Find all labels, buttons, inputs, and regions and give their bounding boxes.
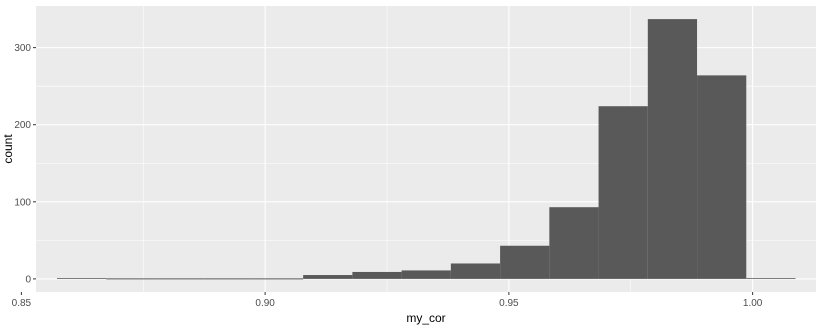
histogram-bars <box>56 19 796 280</box>
histogram-bar <box>401 270 451 279</box>
x-axis: 0.85 0.90 0.95 1.00 <box>12 292 763 309</box>
histogram-bar <box>697 75 747 279</box>
histogram-bar <box>303 275 353 279</box>
x-tick-label: 0.85 <box>12 298 32 309</box>
y-axis: 0 100 200 300 <box>14 43 36 285</box>
histogram-bar <box>56 278 107 279</box>
histogram-bar <box>647 19 698 279</box>
histogram-bar <box>549 207 599 279</box>
x-tick-label: 0.95 <box>499 298 519 309</box>
histogram-bar <box>598 106 648 279</box>
histogram-bar <box>500 245 550 279</box>
histogram-bar <box>352 271 402 279</box>
y-tick-label: 0 <box>25 274 31 285</box>
x-tick-label: 0.90 <box>255 298 275 309</box>
histogram-bar <box>746 278 796 279</box>
histogram-bar <box>450 263 501 279</box>
x-axis-title: my_cor <box>406 311 445 325</box>
y-tick-label: 300 <box>14 43 31 54</box>
y-tick-label: 200 <box>14 120 31 131</box>
y-axis-title: count <box>1 134 15 164</box>
x-tick-label: 1.00 <box>743 298 763 309</box>
y-tick-label: 100 <box>14 197 31 208</box>
